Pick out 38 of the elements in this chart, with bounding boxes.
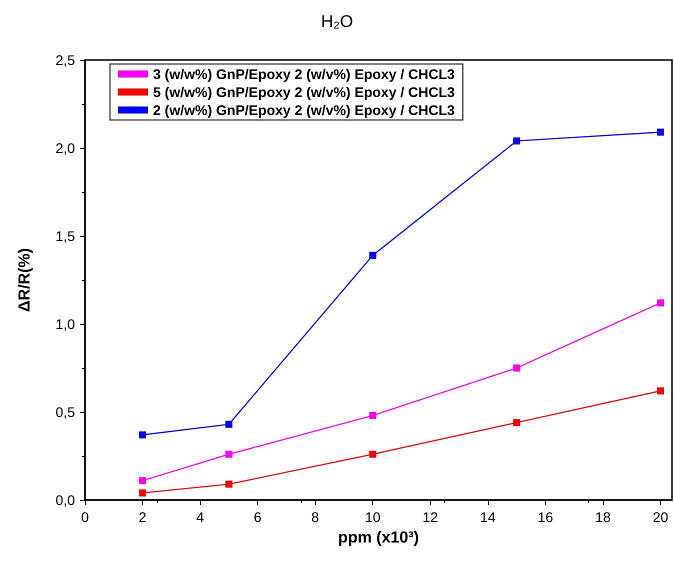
y-tick-label: 1,0 <box>56 316 76 332</box>
y-tick-label: 1,5 <box>56 228 76 244</box>
x-tick-label: 2 <box>138 509 147 525</box>
x-tick-label: 16 <box>538 509 554 525</box>
point <box>225 420 232 428</box>
point <box>225 480 232 488</box>
point <box>369 450 376 458</box>
x-tick-label: 8 <box>311 509 320 525</box>
y-tick-label: 2,0 <box>56 140 76 156</box>
legend-label: 3 (w/w%) GnP/Epoxy 2 (w/v%) Epoxy / CHCL3 <box>153 66 456 82</box>
point <box>139 489 146 496</box>
point <box>139 477 146 484</box>
point <box>656 387 664 394</box>
point <box>656 128 664 136</box>
point <box>369 252 376 259</box>
y-tick-label: 0,0 <box>56 492 76 508</box>
x-tick-label: 12 <box>422 509 438 525</box>
x-tick-label: 0 <box>81 509 90 525</box>
x-tick-label: 6 <box>254 509 262 525</box>
legend-label: 5 (w/w%) GnP/Epoxy 2 (w/v%) Epoxy / CHCL3 <box>153 84 456 100</box>
point <box>656 299 664 306</box>
legend-label: 2 (w/w%) GnP/Epoxy 2 (w/v%) Epoxy / CHCL3 <box>153 102 456 118</box>
x-tick-label: 10 <box>364 509 381 525</box>
x-tick-label: 20 <box>652 509 668 525</box>
point <box>513 364 520 372</box>
point <box>513 419 520 426</box>
y-tick-label: 0,5 <box>56 404 76 420</box>
x-tick-label: 14 <box>480 509 496 525</box>
point <box>513 137 520 144</box>
chart-title: H₂O <box>320 12 354 31</box>
point <box>225 450 232 458</box>
y-tick-label: 2,5 <box>56 52 76 68</box>
point <box>139 431 146 438</box>
point <box>369 412 376 420</box>
x-tick-label: 18 <box>595 509 611 525</box>
x-axis-title: ppm (x10³) <box>338 530 419 546</box>
x-tick-label: 4 <box>196 509 204 525</box>
y-axis-title: ΔR/R(%) <box>16 248 34 312</box>
